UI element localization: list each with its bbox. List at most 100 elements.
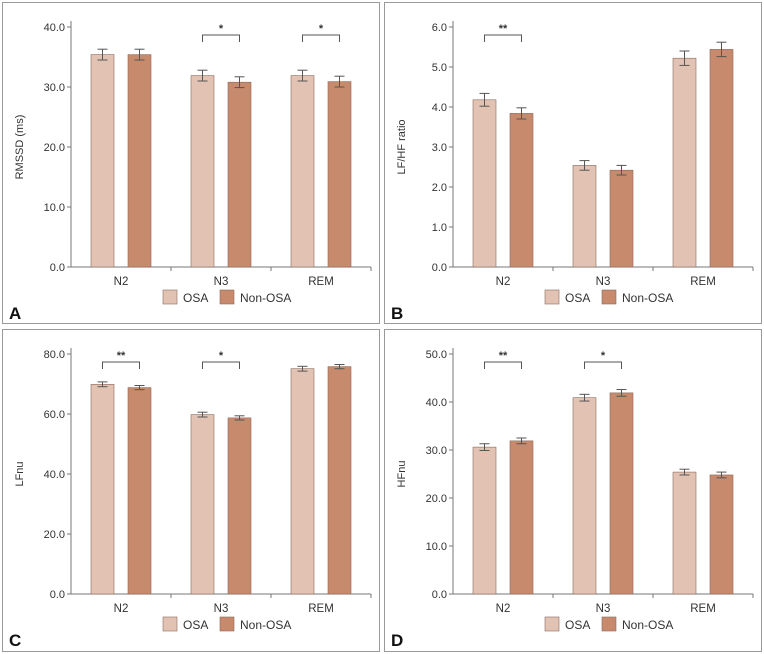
significance-bracket	[302, 34, 340, 42]
y-tick-label: 30.0	[426, 445, 447, 457]
bar-osa	[190, 75, 215, 268]
y-tick-label: 60.0	[44, 409, 65, 421]
y-tick-label: 6.0	[432, 22, 447, 34]
y-tick-label: 40.0	[44, 469, 65, 481]
x-category-label: REM	[690, 276, 716, 288]
bar-osa	[90, 54, 115, 268]
y-axis-label: HFnu	[396, 461, 408, 488]
bar-non-osa	[509, 440, 534, 595]
significance-bracket	[202, 361, 240, 369]
significance-label: *	[219, 23, 224, 35]
y-tick-label: 20.0	[426, 493, 447, 505]
legend-label-non-osa: Non-OSA	[240, 291, 291, 305]
y-tick-label: 2.0	[432, 182, 447, 194]
legend-swatch-osa	[544, 289, 560, 305]
y-axis-label: LF/HF ratio	[396, 119, 408, 174]
y-tick-label: 4.0	[432, 102, 447, 114]
significance-label: **	[499, 350, 508, 362]
significance-bracket	[584, 361, 622, 369]
legend-swatch-non-osa	[601, 616, 617, 632]
significance-label: *	[219, 350, 224, 362]
significance-label: **	[117, 350, 126, 362]
x-category-label: N2	[496, 276, 511, 288]
x-category-label: REM	[308, 276, 334, 288]
chart-b: 0.0 1.0 2.0 3.0 4.0 5.0 6.0 LF/HF ratio N2 N3 REM *…	[391, 21, 754, 323]
y-tick-label: 80.0	[44, 349, 65, 361]
bar-osa	[190, 414, 215, 595]
x-category-label: N2	[496, 603, 511, 615]
significance-label: *	[319, 23, 324, 35]
x-category-label: N3	[214, 603, 229, 615]
bar-osa	[90, 383, 115, 595]
bar-osa	[472, 446, 497, 595]
bar-osa	[672, 57, 697, 268]
y-tick-label: 20.0	[44, 529, 65, 541]
bar-non-osa	[127, 54, 152, 268]
bar-non-osa	[709, 474, 734, 595]
legend-label-osa: OSA	[183, 291, 208, 305]
x-category-label: N3	[596, 603, 611, 615]
significance-label: *	[601, 350, 606, 362]
significance-bracket	[102, 361, 140, 369]
panel-c: 0.0 20.0 40.0 60.0 80.0 LFnu N2 N3 REM ** * OSA Non-…	[2, 329, 380, 652]
panel-letter: A	[9, 304, 21, 323]
legend-label-osa: OSA	[565, 618, 590, 632]
y-tick-label: 10.0	[426, 541, 447, 553]
x-category-label: N2	[114, 603, 129, 615]
y-tick-label: 3.0	[432, 142, 447, 154]
x-category-label: N3	[214, 276, 229, 288]
y-tick-label: 30.0	[44, 82, 65, 94]
y-tick-label: 10.0	[44, 202, 65, 214]
bar-non-osa	[509, 113, 534, 268]
x-category-label: N2	[114, 276, 129, 288]
y-tick-label: 1.0	[432, 222, 447, 234]
significance-label: **	[499, 23, 508, 35]
panel-a: 0.0 10.0 20.0 30.0 40.0 RMSSD (ms) N2 N3 REM * * OS…	[2, 2, 380, 324]
bar-osa	[472, 99, 497, 268]
bar-non-osa	[227, 417, 252, 595]
y-tick-label: 40.0	[44, 22, 65, 34]
legend-label-osa: OSA	[565, 291, 590, 305]
panel-letter: B	[391, 304, 403, 323]
bar-non-osa	[609, 392, 634, 595]
panel-d: 0.0 10.0 20.0 30.0 40.0 50.0 HFnu N2 N3 REM ** * OSA…	[384, 329, 762, 652]
y-tick-label: 50.0	[426, 349, 447, 361]
legend-swatch-osa	[162, 289, 178, 305]
y-axis-label: LFnu	[14, 461, 26, 486]
y-axis-label: RMSSD (ms)	[14, 115, 26, 180]
y-tick-label: 0.0	[50, 589, 65, 601]
legend-swatch-non-osa	[219, 289, 235, 305]
bar-osa	[572, 165, 597, 268]
x-category-label: REM	[690, 603, 716, 615]
y-tick-label: 0.0	[432, 262, 447, 274]
bar-non-osa	[327, 366, 352, 595]
y-tick-label: 0.0	[432, 589, 447, 601]
legend-swatch-non-osa	[219, 616, 235, 632]
significance-bracket	[484, 361, 522, 369]
y-tick-label: 0.0	[50, 262, 65, 274]
y-tick-label: 5.0	[432, 62, 447, 74]
y-tick-label: 20.0	[44, 142, 65, 154]
x-category-label: REM	[308, 603, 334, 615]
legend-label-non-osa: Non-OSA	[622, 618, 673, 632]
legend-label-osa: OSA	[183, 618, 208, 632]
legend-swatch-non-osa	[601, 289, 617, 305]
significance-bracket	[484, 34, 522, 42]
bar-non-osa	[127, 387, 152, 595]
significance-bracket	[202, 34, 240, 42]
legend-label-non-osa: Non-OSA	[240, 618, 291, 632]
bar-non-osa	[709, 49, 734, 268]
legend-label-non-osa: Non-OSA	[622, 291, 673, 305]
bar-osa	[572, 397, 597, 595]
legend-swatch-osa	[544, 616, 560, 632]
bar-non-osa	[327, 81, 352, 268]
chart-a: 0.0 10.0 20.0 30.0 40.0 RMSSD (ms) N2 N3 REM * * OS…	[9, 21, 372, 323]
bar-osa	[290, 368, 315, 595]
legend-swatch-osa	[162, 616, 178, 632]
panel-letter: C	[9, 631, 21, 650]
bar-osa	[672, 471, 697, 595]
bar-non-osa	[227, 81, 252, 268]
y-tick-label: 40.0	[426, 397, 447, 409]
